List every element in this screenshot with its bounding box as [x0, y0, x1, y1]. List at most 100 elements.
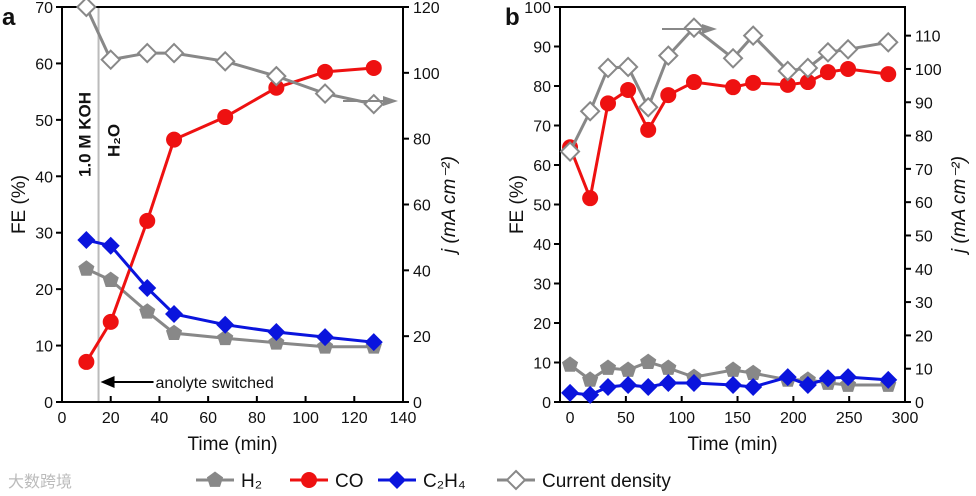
x-tick-label: 40 [151, 410, 169, 427]
data-point [818, 369, 837, 388]
data-point [639, 377, 658, 396]
data-point [657, 45, 679, 67]
panel-label: a [2, 4, 16, 31]
data-point [617, 56, 639, 78]
y2-tick-label: 70 [915, 162, 933, 179]
arrow-right-icon [702, 24, 717, 34]
data-point [640, 353, 657, 369]
data-point [685, 74, 702, 91]
data-point [620, 81, 637, 98]
data-point [314, 83, 336, 104]
data-point [744, 377, 763, 396]
data-point [722, 47, 744, 69]
legend-item: CO [290, 471, 364, 492]
data-point [582, 190, 599, 207]
data-point [725, 79, 742, 96]
y2-tick-label: 50 [915, 228, 933, 245]
y-tick-label: 80 [533, 79, 551, 96]
data-point [217, 329, 234, 346]
legend-marker [301, 472, 317, 488]
data-point [683, 17, 705, 39]
y2-tick-label: 10 [915, 362, 933, 379]
annotation-switch: anolyte switched [156, 375, 274, 392]
data-point [877, 31, 899, 53]
legend-label: CO [335, 471, 364, 492]
data-point [136, 42, 158, 64]
y-tick-label: 10 [533, 356, 551, 373]
y-tick-label: 50 [35, 113, 53, 130]
y2-tick-label: 100 [915, 62, 942, 79]
x-tick-label: 0 [58, 410, 67, 427]
data-point [640, 121, 657, 138]
data-point [562, 356, 579, 372]
data-point [837, 38, 859, 60]
y-tick-label: 70 [533, 119, 551, 136]
data-point [659, 374, 678, 393]
data-point [316, 328, 335, 347]
legend-marker [505, 469, 527, 491]
y2-tick-label: 110 [915, 29, 941, 46]
y2-tick-label: 60 [413, 198, 431, 215]
series-C₂H₄ [561, 368, 898, 404]
y2-tick-label: 0 [915, 395, 924, 412]
data-point [725, 361, 742, 377]
data-point [619, 376, 638, 395]
data-point [78, 353, 95, 370]
y-tick-label: 50 [533, 198, 551, 215]
arrow-right-icon [383, 96, 398, 106]
data-point [745, 74, 762, 91]
y2-tick-label: 0 [413, 395, 422, 412]
data-point [579, 100, 601, 122]
data-point [268, 334, 285, 350]
data-point [599, 359, 617, 375]
y-tick-label: 60 [533, 158, 551, 175]
x-axis-label: Time (min) [687, 434, 777, 455]
data-point [745, 364, 762, 380]
y-tick-label: 20 [35, 282, 53, 299]
data-point [138, 279, 157, 298]
y2-tick-label: 40 [915, 262, 933, 279]
panel-b: 0 50 100 150 200 250 3000102030405060708090100… [505, 0, 970, 455]
data-point [582, 371, 599, 387]
x-tick-label: 140 [390, 410, 417, 427]
data-point [559, 141, 581, 162]
data-point [597, 57, 619, 79]
y2-tick-label: 100 [413, 66, 440, 83]
data-point [581, 385, 600, 404]
y2-tick-label: 80 [915, 129, 933, 146]
data-point [819, 64, 836, 81]
data-point [637, 96, 659, 118]
annotation-post: H₂O [105, 124, 124, 157]
data-point [166, 324, 183, 340]
y2-tick-label: 30 [915, 295, 933, 312]
y-tick-label: 70 [35, 0, 53, 17]
series-Current density [559, 17, 899, 162]
data-point [217, 109, 234, 126]
x-tick-label: 250 [836, 410, 863, 427]
legend-label: Current density [542, 471, 671, 492]
x-tick-label: 0 [566, 410, 575, 427]
y-axis-label: FE (%) [9, 175, 30, 234]
x-axis-label: Time (min) [187, 434, 277, 455]
data-point [817, 41, 839, 63]
x-tick-label: 300 [892, 410, 919, 427]
data-point [102, 271, 119, 287]
data-point [684, 374, 703, 393]
data-point [660, 87, 677, 104]
y-tick-label: 0 [542, 395, 551, 412]
series-CO [562, 61, 897, 207]
panel-a: 1.0 M KOH H₂O anolyte switched 0 20 40 60 80 100… [2, 0, 460, 455]
data-point [139, 212, 156, 229]
data-point [724, 376, 743, 395]
y2-tick-label: 120 [413, 0, 440, 17]
y2-axis-label: j (mA cm⁻²) [439, 156, 460, 256]
y-tick-label: 30 [533, 277, 551, 294]
annotation-pre: 1.0 M KOH [76, 92, 95, 177]
x-tick-label: 80 [248, 410, 266, 427]
y2-tick-label: 80 [413, 132, 431, 149]
data-point [660, 359, 677, 375]
y2-tick-label: 40 [413, 263, 431, 280]
panel-label: b [505, 4, 520, 31]
data-point [165, 304, 184, 323]
